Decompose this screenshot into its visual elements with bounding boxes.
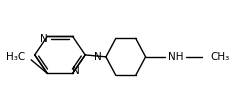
Text: CH₃: CH₃ [210, 52, 230, 62]
Text: N: N [40, 34, 48, 44]
Text: N: N [72, 66, 80, 75]
Text: H₃C: H₃C [6, 52, 26, 62]
Text: N: N [94, 52, 101, 62]
Text: NH: NH [168, 52, 184, 62]
